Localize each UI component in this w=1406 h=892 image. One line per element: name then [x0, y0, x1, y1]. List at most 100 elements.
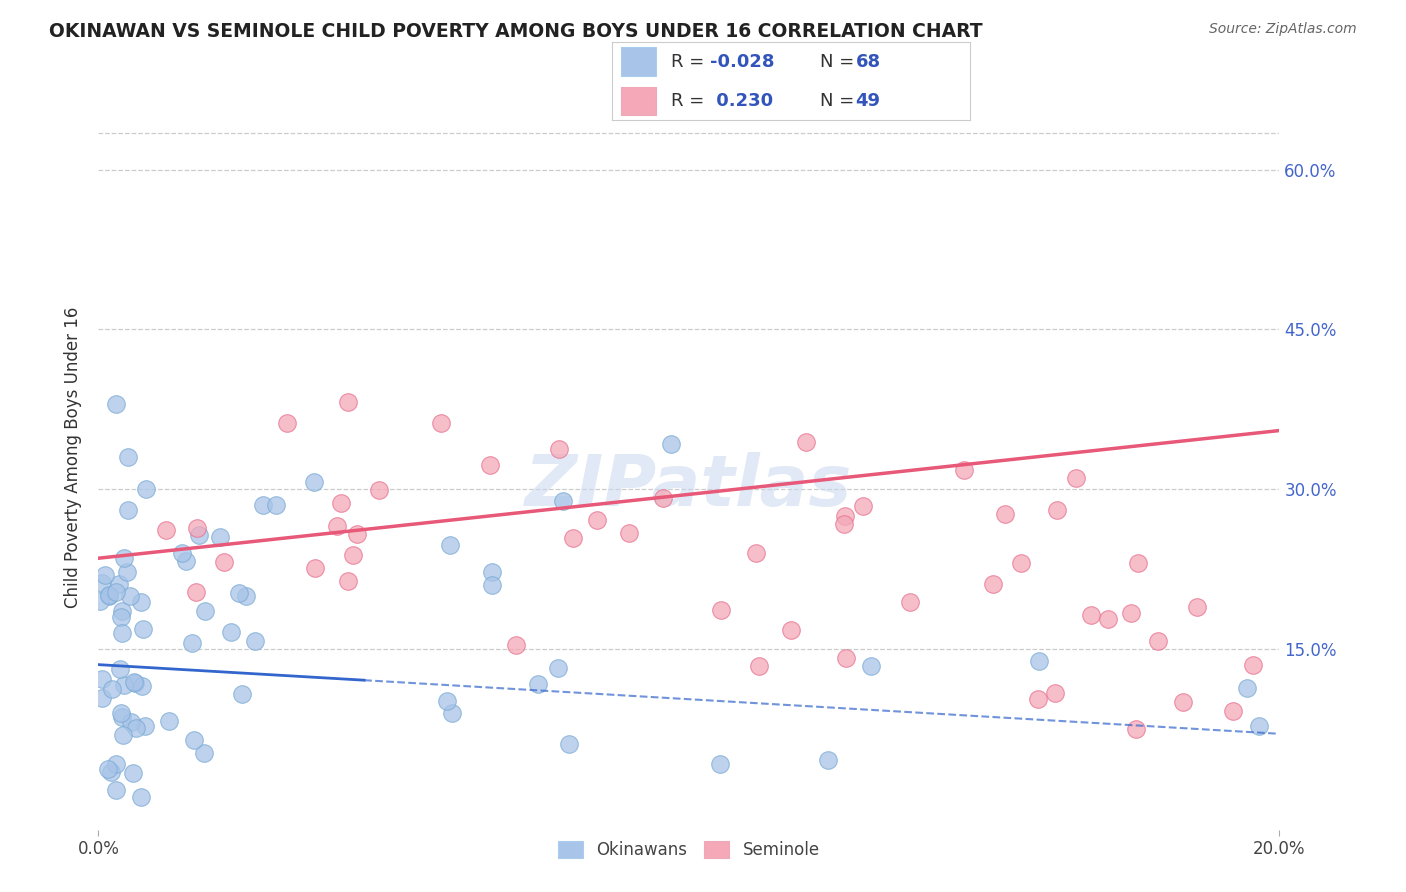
Point [209, 530, 232, 544]
Point [1119, 606, 1142, 620]
Point [900, 595, 922, 609]
Point [832, 516, 855, 531]
Point [745, 546, 768, 560]
Point [337, 394, 360, 409]
Point [1026, 691, 1049, 706]
Point [155, 523, 177, 537]
Point [104, 585, 127, 599]
Point [117, 503, 139, 517]
Point [135, 482, 157, 496]
Point [228, 586, 250, 600]
Point [1046, 503, 1069, 517]
Point [219, 624, 242, 639]
Point [1222, 704, 1244, 718]
Point [1147, 634, 1170, 648]
Point [186, 521, 208, 535]
FancyBboxPatch shape [620, 87, 657, 115]
Point [1028, 654, 1050, 668]
Point [170, 546, 193, 560]
Point [794, 435, 817, 450]
Point [852, 500, 875, 514]
Y-axis label: Child Poverty Among Boys Under 16: Child Poverty Among Boys Under 16 [65, 307, 83, 607]
Text: Source: ZipAtlas.com: Source: ZipAtlas.com [1209, 22, 1357, 37]
Point [243, 634, 266, 648]
Point [439, 538, 461, 552]
Point [619, 525, 641, 540]
Point [90, 672, 112, 686]
Text: N =: N = [820, 53, 853, 70]
Text: 49: 49 [855, 92, 880, 110]
Point [180, 636, 202, 650]
Point [264, 499, 287, 513]
Point [779, 623, 801, 637]
Point [93, 568, 115, 582]
Point [276, 416, 298, 430]
Point [553, 493, 575, 508]
Point [659, 437, 682, 451]
Point [505, 638, 527, 652]
Point [835, 651, 858, 665]
Text: N =: N = [820, 92, 853, 110]
Point [1185, 600, 1208, 615]
Point [235, 589, 257, 603]
Point [430, 416, 453, 430]
Point [117, 450, 139, 464]
Point [252, 498, 274, 512]
Point [193, 746, 215, 760]
Point [110, 626, 132, 640]
Point [188, 527, 211, 541]
Point [1126, 556, 1149, 570]
Point [1125, 722, 1147, 736]
Text: -0.028: -0.028 [710, 53, 775, 70]
Text: 68: 68 [855, 53, 880, 70]
Point [1241, 658, 1264, 673]
Point [112, 678, 135, 692]
Text: R =: R = [671, 92, 704, 110]
Point [105, 757, 128, 772]
Point [367, 483, 389, 497]
Point [97, 590, 120, 604]
Point [994, 507, 1017, 521]
Point [118, 590, 141, 604]
Text: ZIPatlas: ZIPatlas [526, 452, 852, 522]
Point [346, 526, 368, 541]
Point [748, 658, 770, 673]
Point [111, 710, 134, 724]
FancyBboxPatch shape [620, 47, 657, 76]
Point [834, 509, 856, 524]
Point [110, 706, 132, 721]
Point [953, 463, 976, 477]
Point [326, 519, 349, 533]
Point [131, 790, 153, 805]
Point [1066, 471, 1088, 485]
Point [586, 513, 609, 527]
Text: OKINAWAN VS SEMINOLE CHILD POVERTY AMONG BOYS UNDER 16 CORRELATION CHART: OKINAWAN VS SEMINOLE CHILD POVERTY AMONG… [49, 22, 983, 41]
Point [111, 604, 134, 618]
Point [194, 604, 217, 618]
Point [336, 574, 359, 588]
Point [1097, 612, 1119, 626]
Point [112, 551, 135, 566]
Point [212, 555, 235, 569]
Point [1010, 556, 1032, 570]
Point [122, 674, 145, 689]
Point [115, 566, 138, 580]
Point [481, 578, 503, 592]
Point [652, 491, 675, 506]
Point [342, 548, 364, 562]
Point [1247, 719, 1270, 733]
Point [134, 719, 156, 733]
Point [481, 565, 503, 579]
Point [97, 762, 120, 776]
Point [1236, 681, 1258, 695]
Point [304, 561, 326, 575]
Point [231, 687, 253, 701]
Point [710, 603, 733, 617]
Point [183, 733, 205, 747]
Point [860, 658, 883, 673]
Point [110, 610, 132, 624]
Point [91, 575, 114, 590]
Point [1080, 607, 1102, 622]
Point [121, 766, 143, 780]
Point [527, 676, 550, 690]
